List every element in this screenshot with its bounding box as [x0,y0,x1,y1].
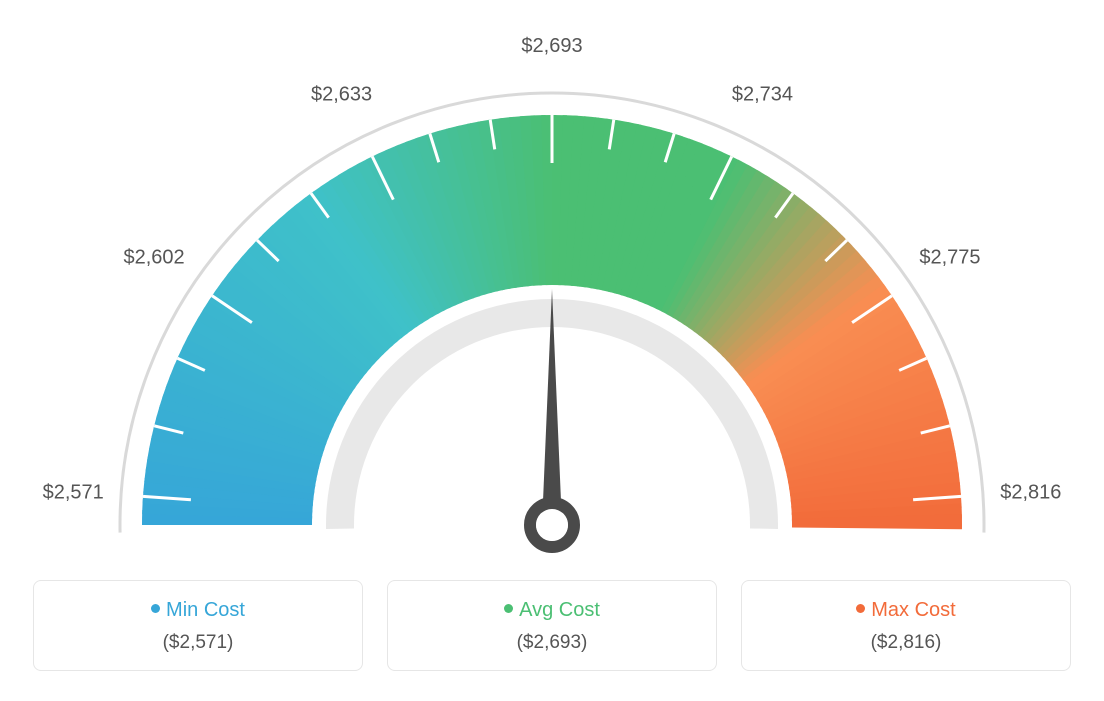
legend-card-avg: Avg Cost ($2,693) [387,580,717,671]
gauge-tick-label: $2,571 [43,482,104,504]
legend-value-min: ($2,571) [44,632,352,654]
legend-value-avg: ($2,693) [398,632,706,654]
legend-title-min: Min Cost [44,599,352,622]
gauge-tick-label: $2,775 [919,247,980,269]
legend-dot-max [856,604,865,613]
gauge-needle-hub-inner [536,509,568,541]
gauge-container: $2,571 $2,602 $2,633 $2,693 $2,734 $2,775 $2,8… [20,30,1084,560]
gauge-tick-label: $2,602 [123,247,184,269]
legend-label-avg: Avg Cost [519,599,600,621]
gauge-tick-label: $2,633 [311,84,372,106]
gauge-tick-label: $2,734 [732,84,793,106]
legend-card-min: Min Cost ($2,571) [33,580,363,671]
legend-value-max: ($2,816) [752,632,1060,654]
gauge-tick-label: $2,816 [1000,482,1061,504]
legend-label-min: Min Cost [166,599,245,621]
legend-dot-avg [504,604,513,613]
legend-row: Min Cost ($2,571) Avg Cost ($2,693) Max … [20,580,1084,671]
legend-dot-min [151,604,160,613]
legend-title-max: Max Cost [752,599,1060,622]
legend-title-avg: Avg Cost [398,599,706,622]
cost-gauge: $2,571 $2,602 $2,633 $2,693 $2,734 $2,775 $2,8… [22,30,1082,560]
legend-label-max: Max Cost [871,599,955,621]
legend-card-max: Max Cost ($2,816) [741,580,1071,671]
gauge-tick-label: $2,693 [521,35,582,57]
